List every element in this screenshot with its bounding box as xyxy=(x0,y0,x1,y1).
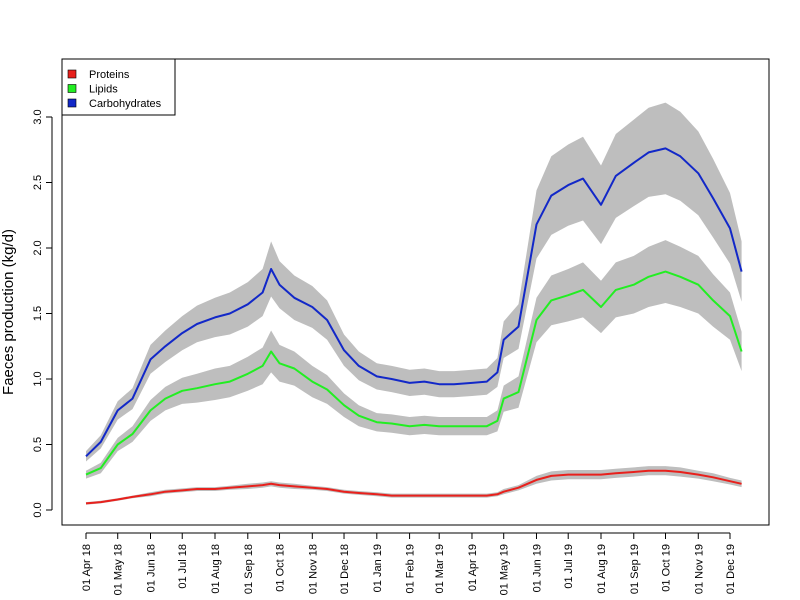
y-tick-label: 2.5 xyxy=(32,175,44,190)
x-tick-label: 01 May 19 xyxy=(499,544,511,595)
carbohydrates-confidence-band xyxy=(86,102,742,462)
x-tick-label: 01 Nov 18 xyxy=(307,544,319,594)
legend-box xyxy=(61,58,176,116)
y-tick-label: 2.0 xyxy=(32,240,44,255)
confidence-bands xyxy=(86,102,742,505)
x-tick-label: 01 Dec 19 xyxy=(725,544,737,594)
y-axis-title: Faeces production (kg/d) xyxy=(0,229,17,395)
x-tick-label: 01 May 18 xyxy=(113,544,125,595)
x-tick-label: 01 Apr 19 xyxy=(467,544,479,591)
lipids-line xyxy=(85,270,743,476)
x-tick-label: 01 Aug 18 xyxy=(210,544,222,594)
x-tick-label: 01 Jun 19 xyxy=(531,544,543,592)
y-tick-label: 0.0 xyxy=(32,502,44,517)
x-tick-label: 01 Oct 18 xyxy=(275,544,287,592)
carbohydrates-legend-swatch xyxy=(67,98,77,108)
x-tick-label: 01 Jan 19 xyxy=(372,544,384,592)
x-tick-label: 01 Dec 18 xyxy=(339,544,351,594)
y-tick-label: 1.5 xyxy=(32,306,44,321)
carbohydrates-line xyxy=(85,147,743,458)
x-tick-label: 01 Sep 18 xyxy=(243,544,255,594)
x-tick-label: 01 Feb 19 xyxy=(405,544,417,594)
y-tick-label: 0.5 xyxy=(32,437,44,452)
x-tick-label: 01 Jun 18 xyxy=(146,544,158,592)
proteins-legend-label: Proteins xyxy=(89,69,130,81)
x-tick-label: 01 Jul 19 xyxy=(563,544,575,589)
lipids-confidence-band xyxy=(86,240,742,479)
x-axis: 01 Apr 18 01 May 18 01 Jun 18 01 Jul 18 01 A… xyxy=(81,532,737,595)
y-tick-label: 1.0 xyxy=(32,371,44,386)
y-axis: 0.0 0.5 1.0 1.5 2.0 2.5 3.0 xyxy=(32,109,53,518)
carbohydrates-legend-label: Carbohydrates xyxy=(89,98,162,110)
x-tick-label: 01 Nov 19 xyxy=(693,544,705,594)
y-tick-label: 3.0 xyxy=(32,109,44,124)
x-tick-label: 01 Apr 18 xyxy=(81,544,93,591)
x-tick-label: 01 Sep 19 xyxy=(629,544,641,594)
x-tick-label: 01 Jul 18 xyxy=(177,544,189,589)
legend: Proteins Lipids Carbohydrates xyxy=(61,58,176,116)
proteins-line xyxy=(85,469,742,505)
series-lines xyxy=(85,147,743,505)
x-tick-label: 01 Mar 19 xyxy=(434,544,446,594)
proteins-legend-swatch xyxy=(67,69,77,79)
x-tick-label: 01 Aug 19 xyxy=(596,544,608,594)
proteins-confidence-band xyxy=(86,466,742,505)
lipids-legend-swatch xyxy=(67,84,77,93)
x-tick-label: 01 Oct 19 xyxy=(660,544,672,592)
lipids-legend-label: Lipids xyxy=(89,84,118,96)
plot-border xyxy=(61,58,770,526)
